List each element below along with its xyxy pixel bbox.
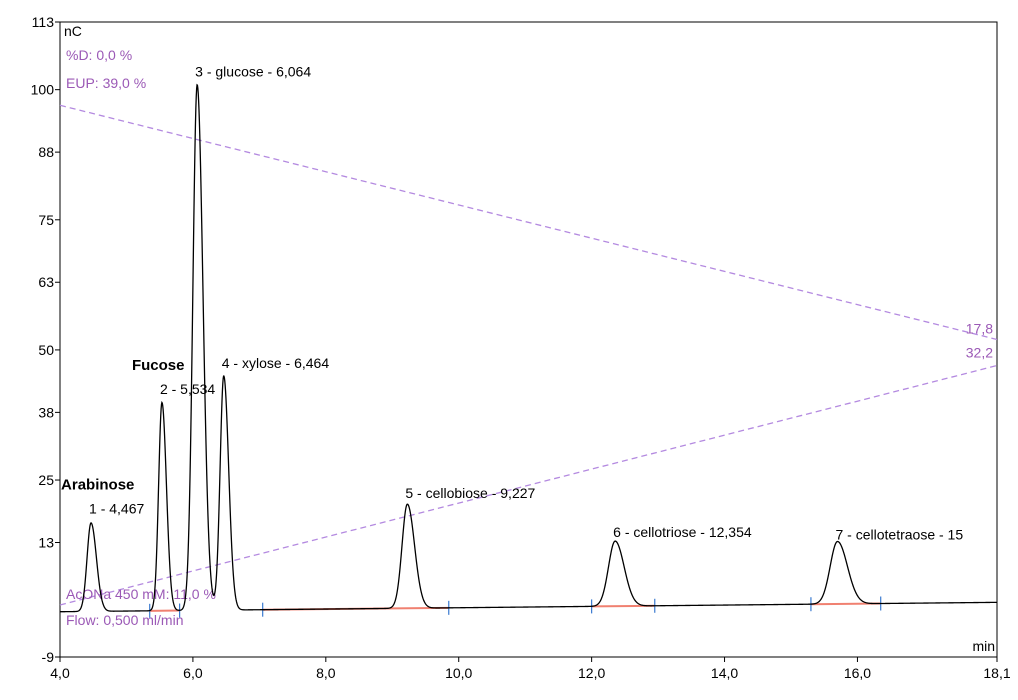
y-tick-label: -9: [42, 649, 55, 665]
x-tick-label: 14,0: [711, 665, 738, 681]
gradient-end-value: 32,2: [966, 345, 993, 361]
x-tick-label: 6,0: [183, 665, 203, 681]
x-tick-label: 10,0: [445, 665, 472, 681]
x-tick-label: 12,0: [578, 665, 605, 681]
plot-frame: [60, 22, 997, 657]
x-tick-label: 18,1: [983, 665, 1010, 681]
y-tick-label: 113: [32, 14, 55, 30]
x-axis-unit: min: [972, 638, 995, 654]
x-tick-label: 8,0: [316, 665, 336, 681]
sugar-name-label: Arabinose: [61, 477, 134, 494]
y-tick-label: 38: [38, 404, 54, 420]
y-axis-unit: nC: [64, 23, 82, 39]
peak-label: 3 - glucose - 6,064: [195, 63, 311, 79]
peak-label: 4 - xylose - 6,464: [222, 355, 330, 371]
peak-label: 1 - 4,467: [89, 501, 144, 517]
gradient-percent-d-label: %D: 0,0 %: [66, 47, 132, 63]
y-tick-label: 88: [38, 144, 54, 160]
y-tick-label: 13: [38, 534, 54, 550]
labels-group: 1 - 4,467 2 - 5,534 3 - glucose - 6,064 4 -…: [61, 63, 963, 542]
peak-label: 6 - cellotriose - 12,354: [613, 524, 752, 540]
y-tick-label: 25: [38, 472, 54, 488]
axes: -9 13 25 38 50 63 75 88 100 113 4,0 6,0 8,0 10,0 12,0 1…: [31, 14, 1011, 681]
gradient-acona-label: AcONa 450 mM: 11,0 %: [66, 586, 216, 602]
y-tick-label: 75: [38, 212, 54, 228]
y-tick-label: 100: [31, 82, 55, 98]
y-tick-label: 63: [38, 274, 54, 290]
sugar-name-label: Fucose: [132, 357, 185, 374]
peak-label: 7 - cellotetraose - 15: [836, 527, 964, 543]
gradient-end-value: 17,8: [966, 321, 993, 337]
gradient-flow-label: Flow: 0,500 ml/min: [66, 612, 183, 628]
peak-label: 5 - cellobiose - 9,227: [405, 485, 535, 501]
x-tick-label: 4,0: [50, 665, 70, 681]
x-tick-label: 16,0: [844, 665, 871, 681]
peak-label: 2 - 5,534: [160, 381, 215, 397]
gradient-eup-label: EUP: 39,0 %: [66, 75, 146, 91]
y-tick-label: 50: [38, 342, 54, 358]
